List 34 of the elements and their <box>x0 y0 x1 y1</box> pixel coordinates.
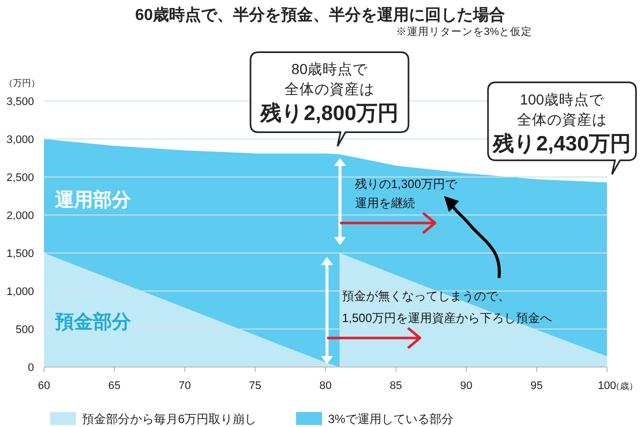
annotation: 預金が無くなってしまうので、 <box>342 289 510 303</box>
chart-subtitle: ※運用リターンを3%と仮定 <box>396 25 532 38</box>
annotation: 預金部分 <box>54 311 132 333</box>
x-tick-label: 85 <box>390 380 402 392</box>
callout: 100歳時点で 全体の資産は 残り2,430万円 <box>487 82 637 176</box>
annotation: 運用部分 <box>54 189 132 211</box>
y-tick-label: 1,000 <box>6 286 34 298</box>
y-tick-label: 3,000 <box>6 134 34 146</box>
legend-label: 3%で運用している部分 <box>328 412 454 426</box>
x-tick-label: 95 <box>530 380 543 392</box>
chart-title: 60歳時点で、半分を預金、半分を運用に回した場合 <box>135 6 505 24</box>
annotation: 全体の資産は <box>517 111 607 128</box>
x-tick-label: 65 <box>108 380 120 392</box>
x-tick-label: 60 <box>38 380 50 392</box>
annotation: 運用を継続 <box>355 196 415 210</box>
y-tick-label: 2,500 <box>6 172 34 184</box>
callout: 80歳時点で 全体の資産は 残り2,800万円 <box>250 51 410 147</box>
y-tick-label: 2,000 <box>6 210 34 222</box>
annotation: 残り2,430万円 <box>492 132 631 156</box>
x-tick-label: 80 <box>319 380 332 392</box>
y-tick-label: 0 <box>28 362 34 374</box>
x-tick-label: 100 <box>598 380 616 392</box>
annotation: 残り2,800万円 <box>260 102 398 126</box>
y-tick-label: 3,500 <box>6 96 34 108</box>
x-tick-label: 90 <box>460 380 472 392</box>
annotation: 1,500万円を運用資産から下ろし預金へ <box>342 311 552 325</box>
y-tick-label: 500 <box>16 324 34 336</box>
x-tick-label: 70 <box>178 380 191 392</box>
legend-label: 預金部分から毎月6万円取り崩し <box>82 412 257 426</box>
annotation: 残りの1,300万円で <box>355 177 458 191</box>
annotation: 100歳時点で <box>520 91 606 108</box>
y-tick-label: 1,500 <box>6 248 34 260</box>
x-tick-label: 75 <box>249 380 262 392</box>
y-axis-title: （万円） <box>4 78 40 88</box>
